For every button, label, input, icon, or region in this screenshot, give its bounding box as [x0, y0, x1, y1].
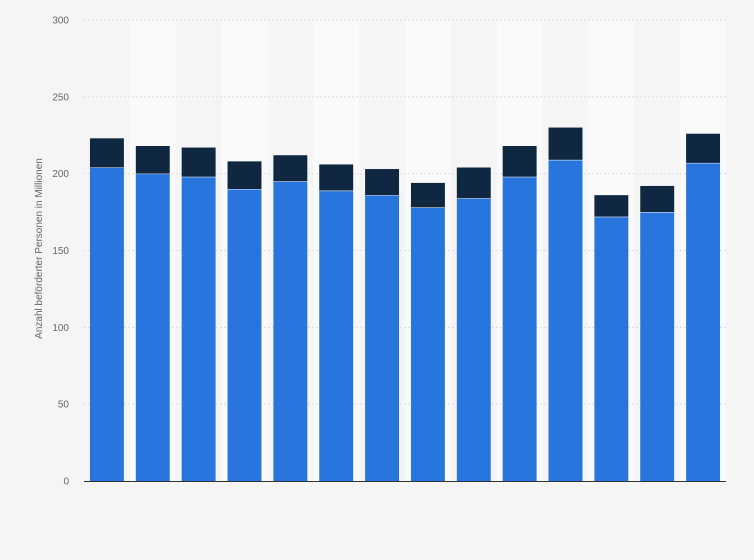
bar-10-segment-0 — [548, 159, 583, 481]
bar-11-segment-0 — [594, 216, 629, 481]
bar-4-segment-1 — [273, 155, 308, 182]
y-axis-ticks: 0 50 100 150 200 250 300 — [52, 16, 69, 488]
bar-13-segment-0 — [686, 162, 721, 481]
bar-7-segment-1 — [410, 182, 445, 208]
bar-3-segment-0 — [227, 189, 262, 482]
y-tick-label-100: 100 — [52, 323, 69, 334]
bar-9-segment-1 — [502, 146, 537, 177]
y-tick-label-200: 200 — [52, 169, 69, 180]
bar-2-segment-1 — [181, 147, 216, 177]
y-axis-title: Anzahl beförderter Personen in Millionen — [34, 158, 45, 339]
bar-5-segment-1 — [319, 164, 354, 191]
bar-8-segment-1 — [456, 167, 491, 199]
bar-0-segment-0 — [89, 167, 124, 481]
y-tick-label-0: 0 — [63, 477, 69, 488]
y-tick-label-250: 250 — [52, 92, 69, 103]
bar-12-segment-0 — [640, 212, 675, 482]
bar-4-segment-0 — [273, 181, 308, 481]
gridlines — [84, 19, 726, 405]
bar-5-segment-0 — [319, 190, 354, 481]
bar-12-segment-1 — [640, 185, 675, 213]
y-tick-label-50: 50 — [58, 400, 70, 411]
bar-10-segment-1 — [548, 127, 583, 160]
bar-0-segment-1 — [89, 138, 124, 168]
bar-2-segment-0 — [181, 176, 216, 482]
bar-1-segment-1 — [135, 146, 170, 174]
y-tick-label-300: 300 — [52, 16, 69, 27]
bar-8-segment-0 — [456, 198, 491, 481]
bar-1-segment-0 — [135, 173, 170, 481]
y-tick-label-150: 150 — [52, 246, 69, 257]
bar-6-segment-1 — [365, 169, 400, 196]
bar-11-segment-1 — [594, 195, 629, 217]
bar-3-segment-1 — [227, 161, 262, 190]
bar-9-segment-0 — [502, 176, 537, 482]
bar-6-segment-0 — [365, 195, 400, 481]
bar-7-segment-0 — [410, 207, 445, 481]
bars — [89, 127, 721, 482]
bar-13-segment-1 — [686, 133, 721, 163]
